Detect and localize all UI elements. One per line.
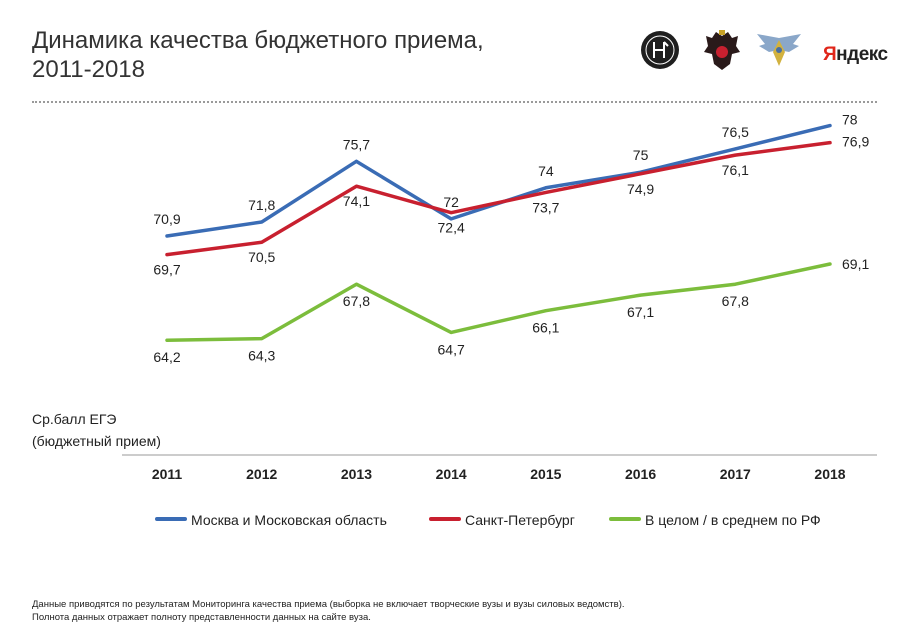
series-2-value-label-5: 67,1	[627, 304, 654, 320]
series-2-point-7	[828, 262, 832, 266]
series-1-point-3	[449, 211, 453, 215]
series-1-value-label-6: 76,1	[722, 162, 749, 178]
series-2-value-label-1: 64,3	[248, 348, 275, 364]
series-0-point-2	[354, 159, 358, 163]
footnote-line-2: Полнота данных отражает полноту представ…	[32, 612, 371, 623]
circular-emblem-icon	[641, 31, 679, 69]
series-2-point-4	[544, 309, 548, 313]
series-1-value-label-5: 74,9	[627, 181, 654, 197]
x-tick-label-2014: 2014	[436, 466, 467, 482]
yandex-logo: Яндекс	[823, 44, 888, 65]
series-1-point-1	[260, 240, 264, 244]
legend-label-moscow: Москва и Московская область	[191, 512, 387, 528]
series-0-point-7	[828, 124, 832, 128]
series-1-point-2	[354, 184, 358, 188]
series-2-value-label-0: 64,2	[153, 349, 180, 365]
series-2-point-5	[639, 293, 643, 297]
y-axis-label-line-1: Ср.балл ЕГЭ	[32, 411, 117, 427]
series-1-point-0	[165, 253, 169, 257]
series-line-2	[165, 262, 832, 342]
x-tick-label-2018: 2018	[814, 466, 845, 482]
series-2-point-3	[449, 330, 453, 334]
x-tick-label-2011: 2011	[152, 466, 183, 482]
line-chart: 2011 2012 2013 2014 2015 2016 2017 2018 70,9 71,8…	[122, 112, 877, 482]
series-2-point-2	[354, 282, 358, 286]
legend-label-russia: В целом / в среднем по РФ	[645, 512, 821, 528]
partner-logos: Яндекс	[640, 30, 890, 80]
series-1-value-label-2: 74,1	[343, 193, 370, 209]
series-0-point-4	[544, 186, 548, 190]
series-2-point-1	[260, 337, 264, 341]
series-1-point-4	[544, 190, 548, 194]
series-2-value-label-3: 64,7	[438, 341, 465, 357]
title-divider	[32, 101, 877, 103]
title-line-1: Динамика качества бюджетного приема,	[32, 27, 484, 54]
title-line-2: 2011-2018	[32, 56, 145, 83]
footnote: Данные приводятся по результатам Монитор…	[32, 598, 625, 624]
series-0-point-1	[260, 220, 264, 224]
y-axis-label-line-2: (бюджетный прием)	[32, 433, 161, 449]
x-tick-label-2013: 2013	[341, 466, 372, 482]
series-0-value-label-6: 76,5	[722, 124, 749, 140]
series-line-0	[165, 123, 832, 238]
y-axis-label: Ср.балл ЕГЭ (бюджетный прием)	[32, 408, 161, 452]
series-0-value-label-7: 78	[842, 112, 858, 128]
series-2-value-label-7: 69,1	[842, 256, 869, 272]
legend-swatch-russia	[609, 517, 641, 522]
series-1-point-7	[828, 141, 832, 145]
series-1-point-6	[733, 153, 737, 157]
series-1-value-label-0: 69,7	[153, 262, 180, 278]
double-headed-eagle-icon	[704, 30, 740, 70]
legend-swatch-spb	[429, 517, 461, 522]
series-2-value-label-4: 66,1	[532, 320, 559, 336]
series-0-value-label-5: 75	[633, 147, 649, 163]
series-2-value-label-2: 67,8	[343, 293, 370, 309]
legend-label-spb: Санкт-Петербург	[465, 512, 575, 528]
footnote-line-1: Данные приводятся по результатам Монитор…	[32, 599, 625, 610]
legend-item-russia: В целом / в среднем по РФ	[609, 512, 821, 528]
series-line-1	[165, 140, 832, 257]
series-0-value-label-4: 74	[538, 163, 554, 179]
series-2-value-label-6: 67,8	[722, 293, 749, 309]
series-2-point-6	[733, 282, 737, 286]
series-2-point-0	[165, 338, 169, 342]
series-0-value-label-1: 71,8	[248, 197, 275, 213]
x-tick-label-2017: 2017	[720, 466, 751, 482]
winged-emblem-icon	[757, 34, 801, 66]
series-0-value-label-0: 70,9	[153, 211, 180, 227]
series-0-value-label-3: 72	[443, 194, 459, 210]
series-1-point-5	[639, 172, 643, 176]
x-tick-label-2015: 2015	[530, 466, 561, 482]
legend-swatch-moscow	[155, 517, 187, 522]
x-tick-label-2012: 2012	[246, 466, 277, 482]
legend-item-spb: Санкт-Петербург	[429, 512, 575, 528]
x-tick-label-2016: 2016	[625, 466, 656, 482]
series-1-value-label-4: 73,7	[532, 199, 559, 215]
series-0-point-6	[733, 147, 737, 151]
chart-title: Динамика качества бюджетного приема, 201…	[32, 26, 484, 84]
series-1-value-label-7: 76,9	[842, 134, 869, 150]
series-1-value-label-1: 70,5	[248, 249, 275, 265]
legend-item-moscow: Москва и Московская область	[155, 512, 387, 528]
series-1-value-label-3: 72,4	[438, 220, 465, 236]
series-0-point-0	[165, 234, 169, 238]
series-0-value-label-2: 75,7	[343, 136, 370, 152]
series-0-point-3	[449, 217, 453, 221]
